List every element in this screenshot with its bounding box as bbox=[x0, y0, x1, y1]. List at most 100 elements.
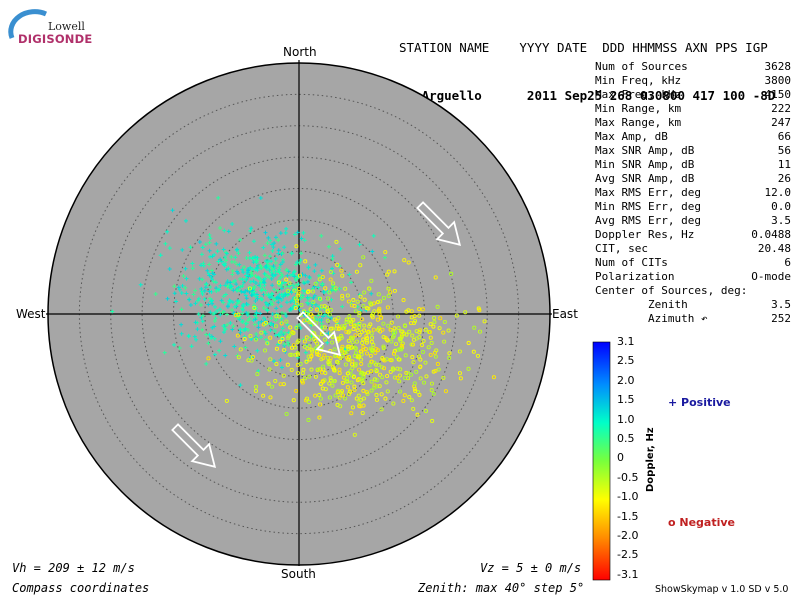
stat-value: 6 bbox=[784, 256, 791, 269]
negative-point bbox=[409, 309, 414, 314]
negative-point bbox=[307, 319, 312, 324]
negative-point bbox=[320, 379, 325, 384]
positive-point bbox=[238, 237, 243, 242]
negative-point bbox=[355, 328, 360, 333]
positive-point bbox=[207, 248, 212, 253]
positive-point bbox=[349, 280, 354, 285]
positive-point bbox=[218, 257, 223, 262]
positive-point bbox=[306, 265, 311, 270]
stat-label: Max RMS Err, deg bbox=[595, 186, 701, 199]
positive-point bbox=[214, 288, 219, 293]
positive-point bbox=[272, 241, 277, 246]
negative-point bbox=[457, 371, 462, 376]
negative-point bbox=[332, 347, 337, 352]
negative-point bbox=[398, 336, 403, 341]
negative-point bbox=[391, 351, 396, 356]
negative-point bbox=[423, 360, 428, 365]
negative-point bbox=[333, 393, 338, 398]
negative-point bbox=[348, 389, 353, 395]
colorbar-tick-label: -2.5 bbox=[617, 548, 639, 562]
negative-point bbox=[294, 244, 299, 249]
stat-label: Min SNR Amp, dB bbox=[595, 158, 695, 171]
negative-point bbox=[343, 396, 348, 401]
negative-point bbox=[418, 376, 423, 381]
colorbar-tick-label: -1.5 bbox=[617, 509, 639, 523]
negative-point bbox=[392, 326, 397, 331]
positive-point bbox=[269, 259, 274, 264]
positive-point bbox=[216, 259, 221, 264]
positive-point bbox=[277, 292, 282, 297]
negative-point bbox=[386, 323, 391, 328]
negative-point bbox=[358, 263, 363, 268]
positive-point bbox=[276, 295, 281, 300]
colorbar-tick-label: -2.0 bbox=[617, 529, 639, 542]
positive-point bbox=[311, 295, 316, 300]
negative-point bbox=[306, 289, 311, 294]
negative-point bbox=[388, 369, 393, 374]
positive-point bbox=[292, 274, 297, 279]
negative-point bbox=[417, 335, 422, 340]
negative-point bbox=[442, 319, 447, 325]
colorbar-tick-label: 1.5 bbox=[617, 393, 635, 407]
stat-label: Min Range, km bbox=[595, 102, 682, 115]
negative-point bbox=[224, 398, 229, 403]
negative-point bbox=[371, 327, 376, 332]
negative-point bbox=[358, 294, 363, 299]
positive-point bbox=[224, 251, 229, 256]
stat-value: 3.5 bbox=[771, 298, 791, 311]
positive-point bbox=[244, 296, 249, 301]
negative-point bbox=[340, 296, 345, 301]
negative-point bbox=[401, 298, 406, 303]
positive-point bbox=[282, 330, 287, 335]
negative-point bbox=[322, 304, 327, 309]
positive-point bbox=[215, 308, 220, 313]
negative-point bbox=[318, 402, 323, 407]
positive-point bbox=[282, 245, 287, 250]
negative-point bbox=[369, 335, 375, 340]
negative-point bbox=[302, 344, 307, 349]
positive-point bbox=[337, 286, 342, 291]
positive-point bbox=[270, 248, 275, 253]
negative-point bbox=[267, 367, 272, 372]
negative-point bbox=[320, 325, 325, 330]
positive-point bbox=[282, 342, 287, 347]
positive-point bbox=[228, 320, 233, 325]
negative-point bbox=[377, 384, 382, 389]
negative-point bbox=[287, 281, 292, 286]
negative-point bbox=[368, 346, 373, 351]
negative-point bbox=[412, 381, 417, 386]
negative-point bbox=[327, 290, 332, 295]
version-label: ShowSkymap v 1.0 SD v 5.0 bbox=[655, 584, 789, 595]
negative-point bbox=[364, 338, 369, 343]
negative-point bbox=[433, 368, 438, 374]
positive-point bbox=[295, 260, 300, 265]
negative-point bbox=[351, 327, 356, 332]
negative-point bbox=[346, 330, 351, 335]
positive-point bbox=[273, 318, 278, 323]
negative-point bbox=[352, 303, 357, 309]
positive-point bbox=[321, 289, 326, 294]
positive-point bbox=[193, 301, 198, 306]
positive-point bbox=[223, 283, 228, 288]
negative-point bbox=[402, 258, 407, 263]
negative-point bbox=[317, 277, 322, 282]
negative-point bbox=[375, 317, 380, 322]
negative-point bbox=[335, 262, 340, 267]
positive-point bbox=[162, 350, 167, 355]
drift-arrow bbox=[416, 201, 462, 247]
positive-point bbox=[234, 282, 239, 287]
stat-label: Num of CITs bbox=[595, 256, 668, 269]
negative-point bbox=[351, 375, 356, 380]
negative-point bbox=[247, 286, 252, 291]
negative-point bbox=[291, 330, 296, 336]
positive-point bbox=[194, 337, 199, 342]
negative-point bbox=[334, 239, 339, 244]
positive-point bbox=[183, 285, 188, 290]
negative-legend: o Negative bbox=[668, 516, 736, 529]
drift-arrows bbox=[171, 201, 462, 469]
positive-point bbox=[305, 295, 310, 300]
negative-point bbox=[393, 342, 399, 347]
positive-point bbox=[206, 341, 211, 346]
negative-point bbox=[353, 346, 358, 351]
negative-point bbox=[406, 260, 411, 265]
